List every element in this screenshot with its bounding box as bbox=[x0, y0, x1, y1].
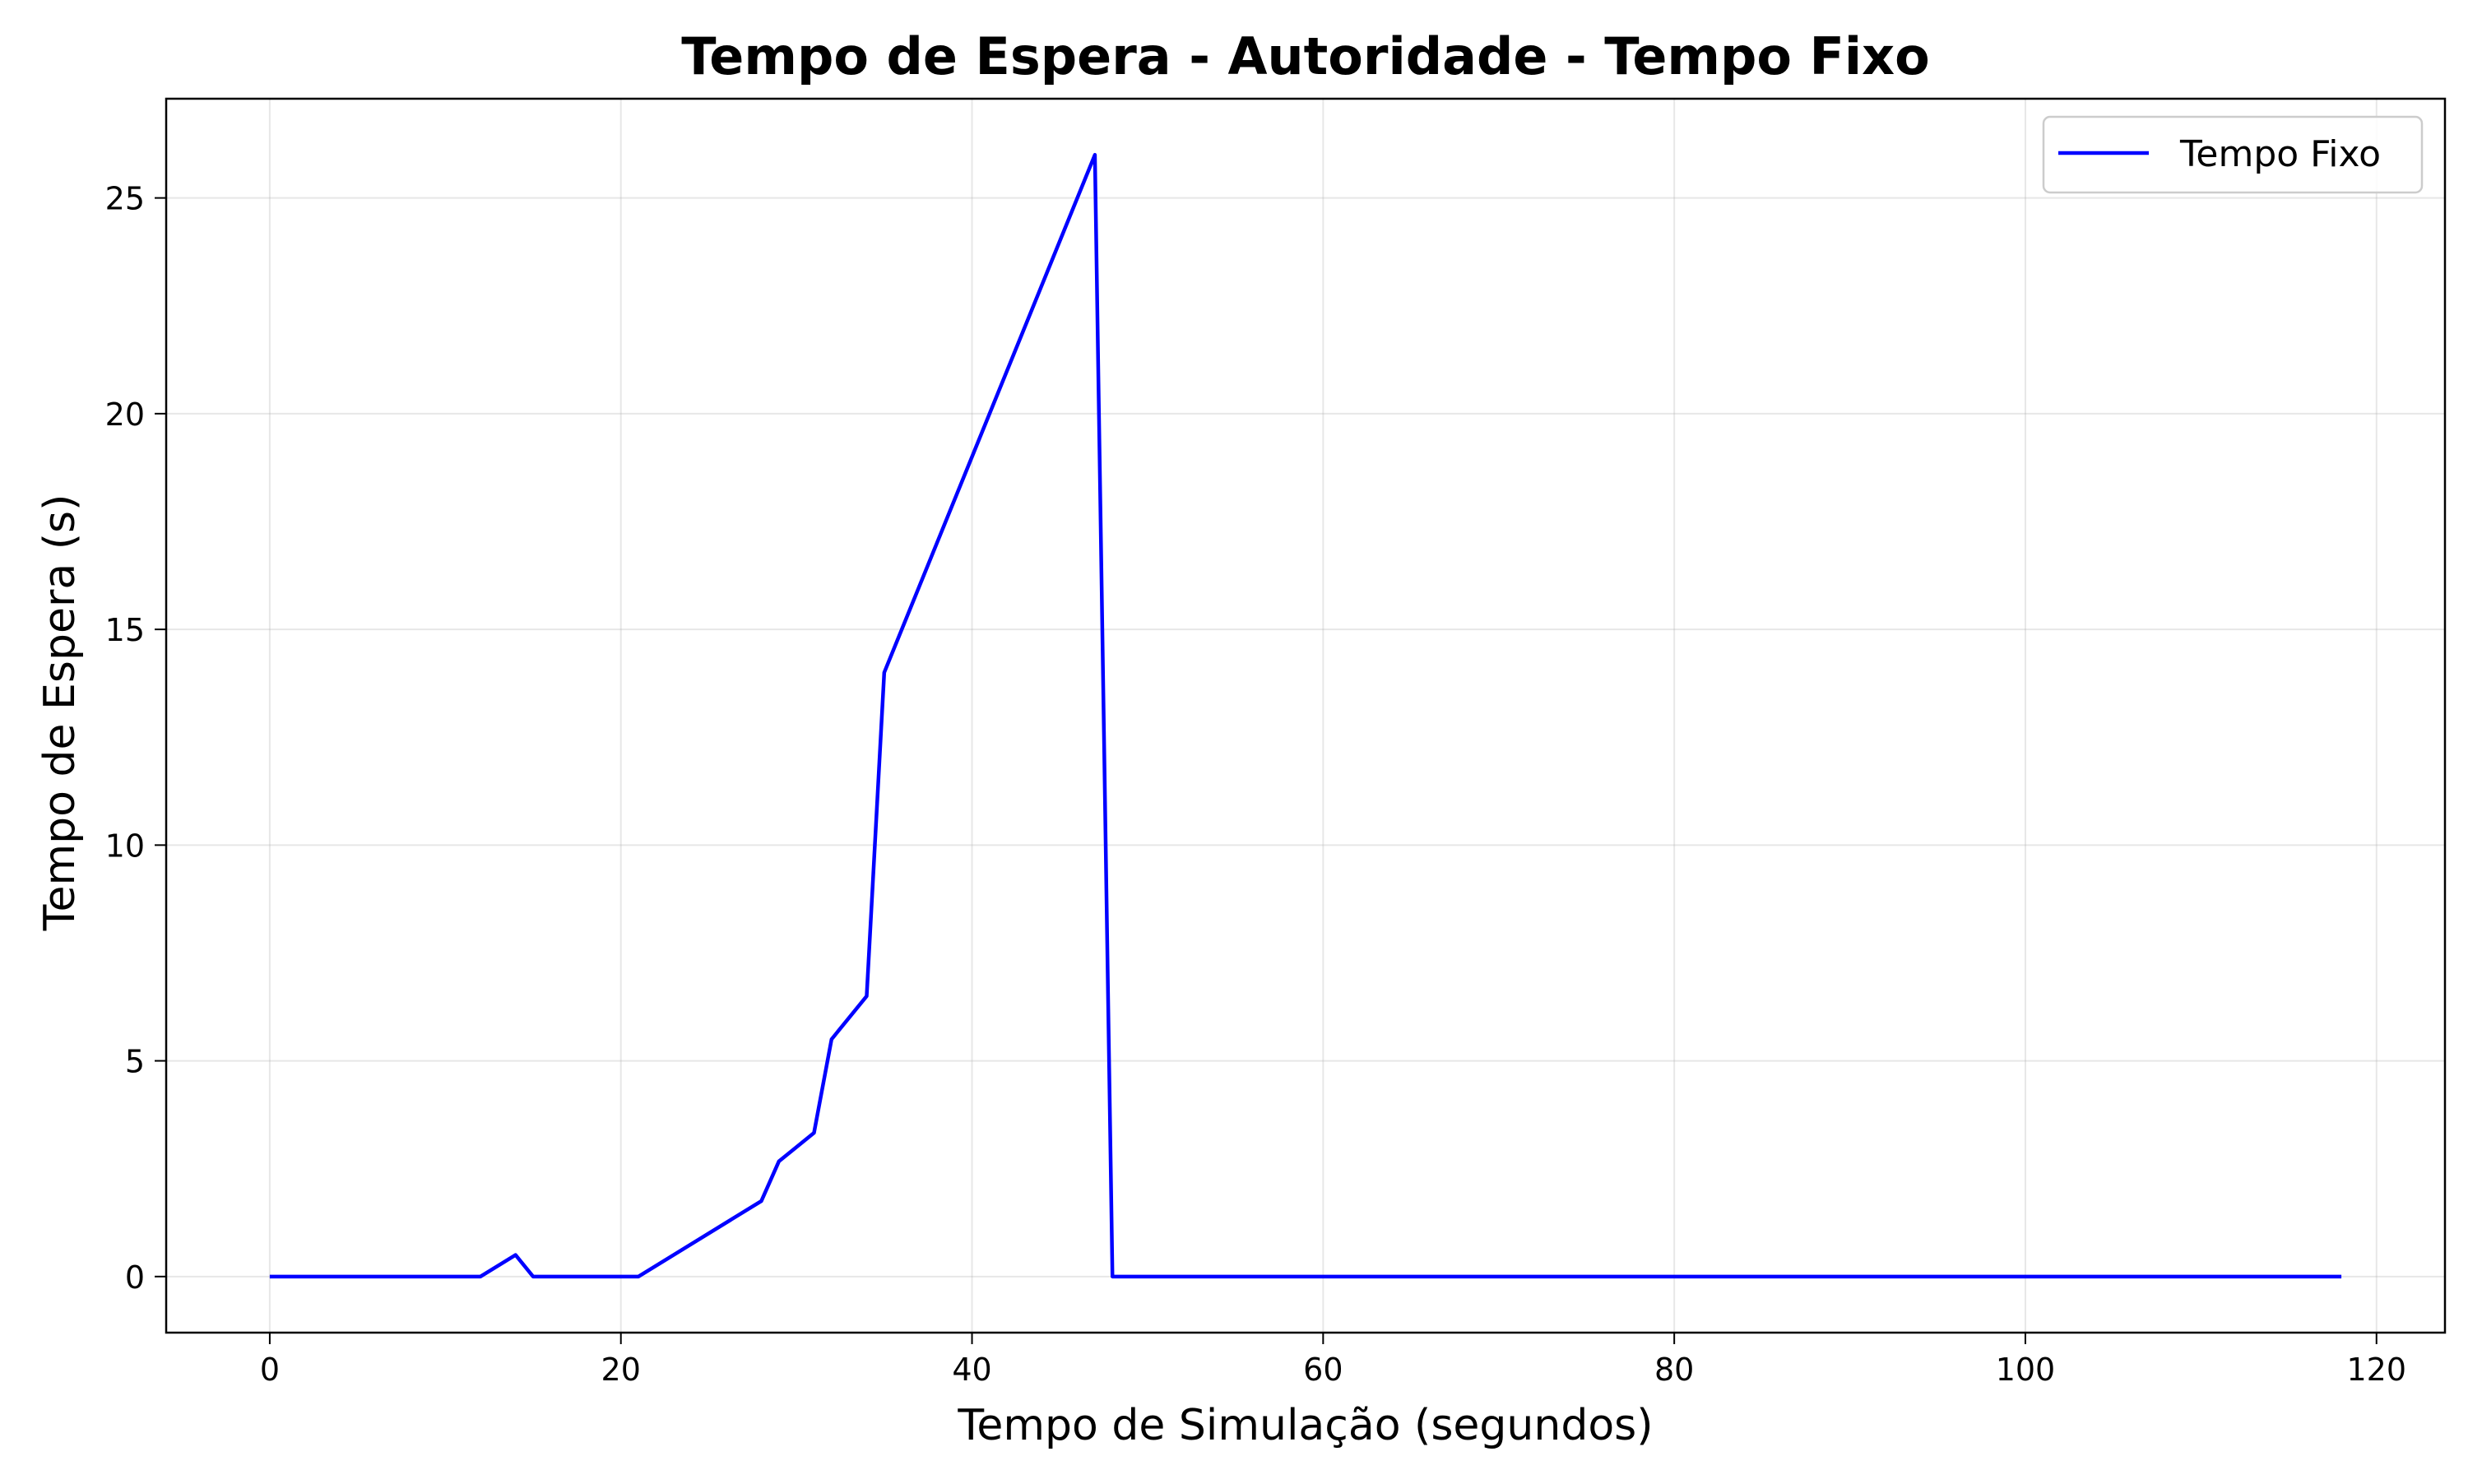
x-axis-label: Tempo de Simulação (segundos) bbox=[957, 1401, 1653, 1450]
y-tick-label: 5 bbox=[125, 1044, 145, 1080]
series-line-tempo-fixo bbox=[269, 152, 2342, 1279]
y-axis-label: Tempo de Espera (s) bbox=[35, 494, 85, 932]
x-tick-label: 100 bbox=[1996, 1352, 2056, 1388]
plot-area-frame bbox=[165, 97, 2447, 1334]
grid-lines bbox=[166, 99, 2445, 1333]
x-tick-label: 40 bbox=[952, 1352, 991, 1388]
legend: Tempo Fixo bbox=[2042, 115, 2424, 194]
legend-label-tempo-fixo: Tempo Fixo bbox=[2179, 133, 2381, 175]
series-layer bbox=[269, 152, 2342, 1279]
x-tick-label: 80 bbox=[1654, 1352, 1694, 1388]
y-tick-label: 15 bbox=[105, 612, 145, 648]
y-tick-label: 0 bbox=[125, 1259, 145, 1296]
x-tick-label: 0 bbox=[260, 1352, 280, 1388]
x-tick-label: 60 bbox=[1303, 1352, 1343, 1388]
y-tick-label: 25 bbox=[105, 181, 145, 217]
axis-ticks: 0 20 40 60 80 100 120 0 5 10 15 20 25 bbox=[105, 181, 2406, 1388]
y-tick-label: 10 bbox=[105, 828, 145, 864]
y-tick-label: 20 bbox=[105, 397, 145, 433]
x-tick-label: 120 bbox=[2347, 1352, 2407, 1388]
legend-box bbox=[2042, 115, 2424, 194]
chart-title: Tempo de Espera - Autoridade - Tempo Fix… bbox=[681, 26, 1930, 86]
x-tick-label: 20 bbox=[601, 1352, 641, 1388]
